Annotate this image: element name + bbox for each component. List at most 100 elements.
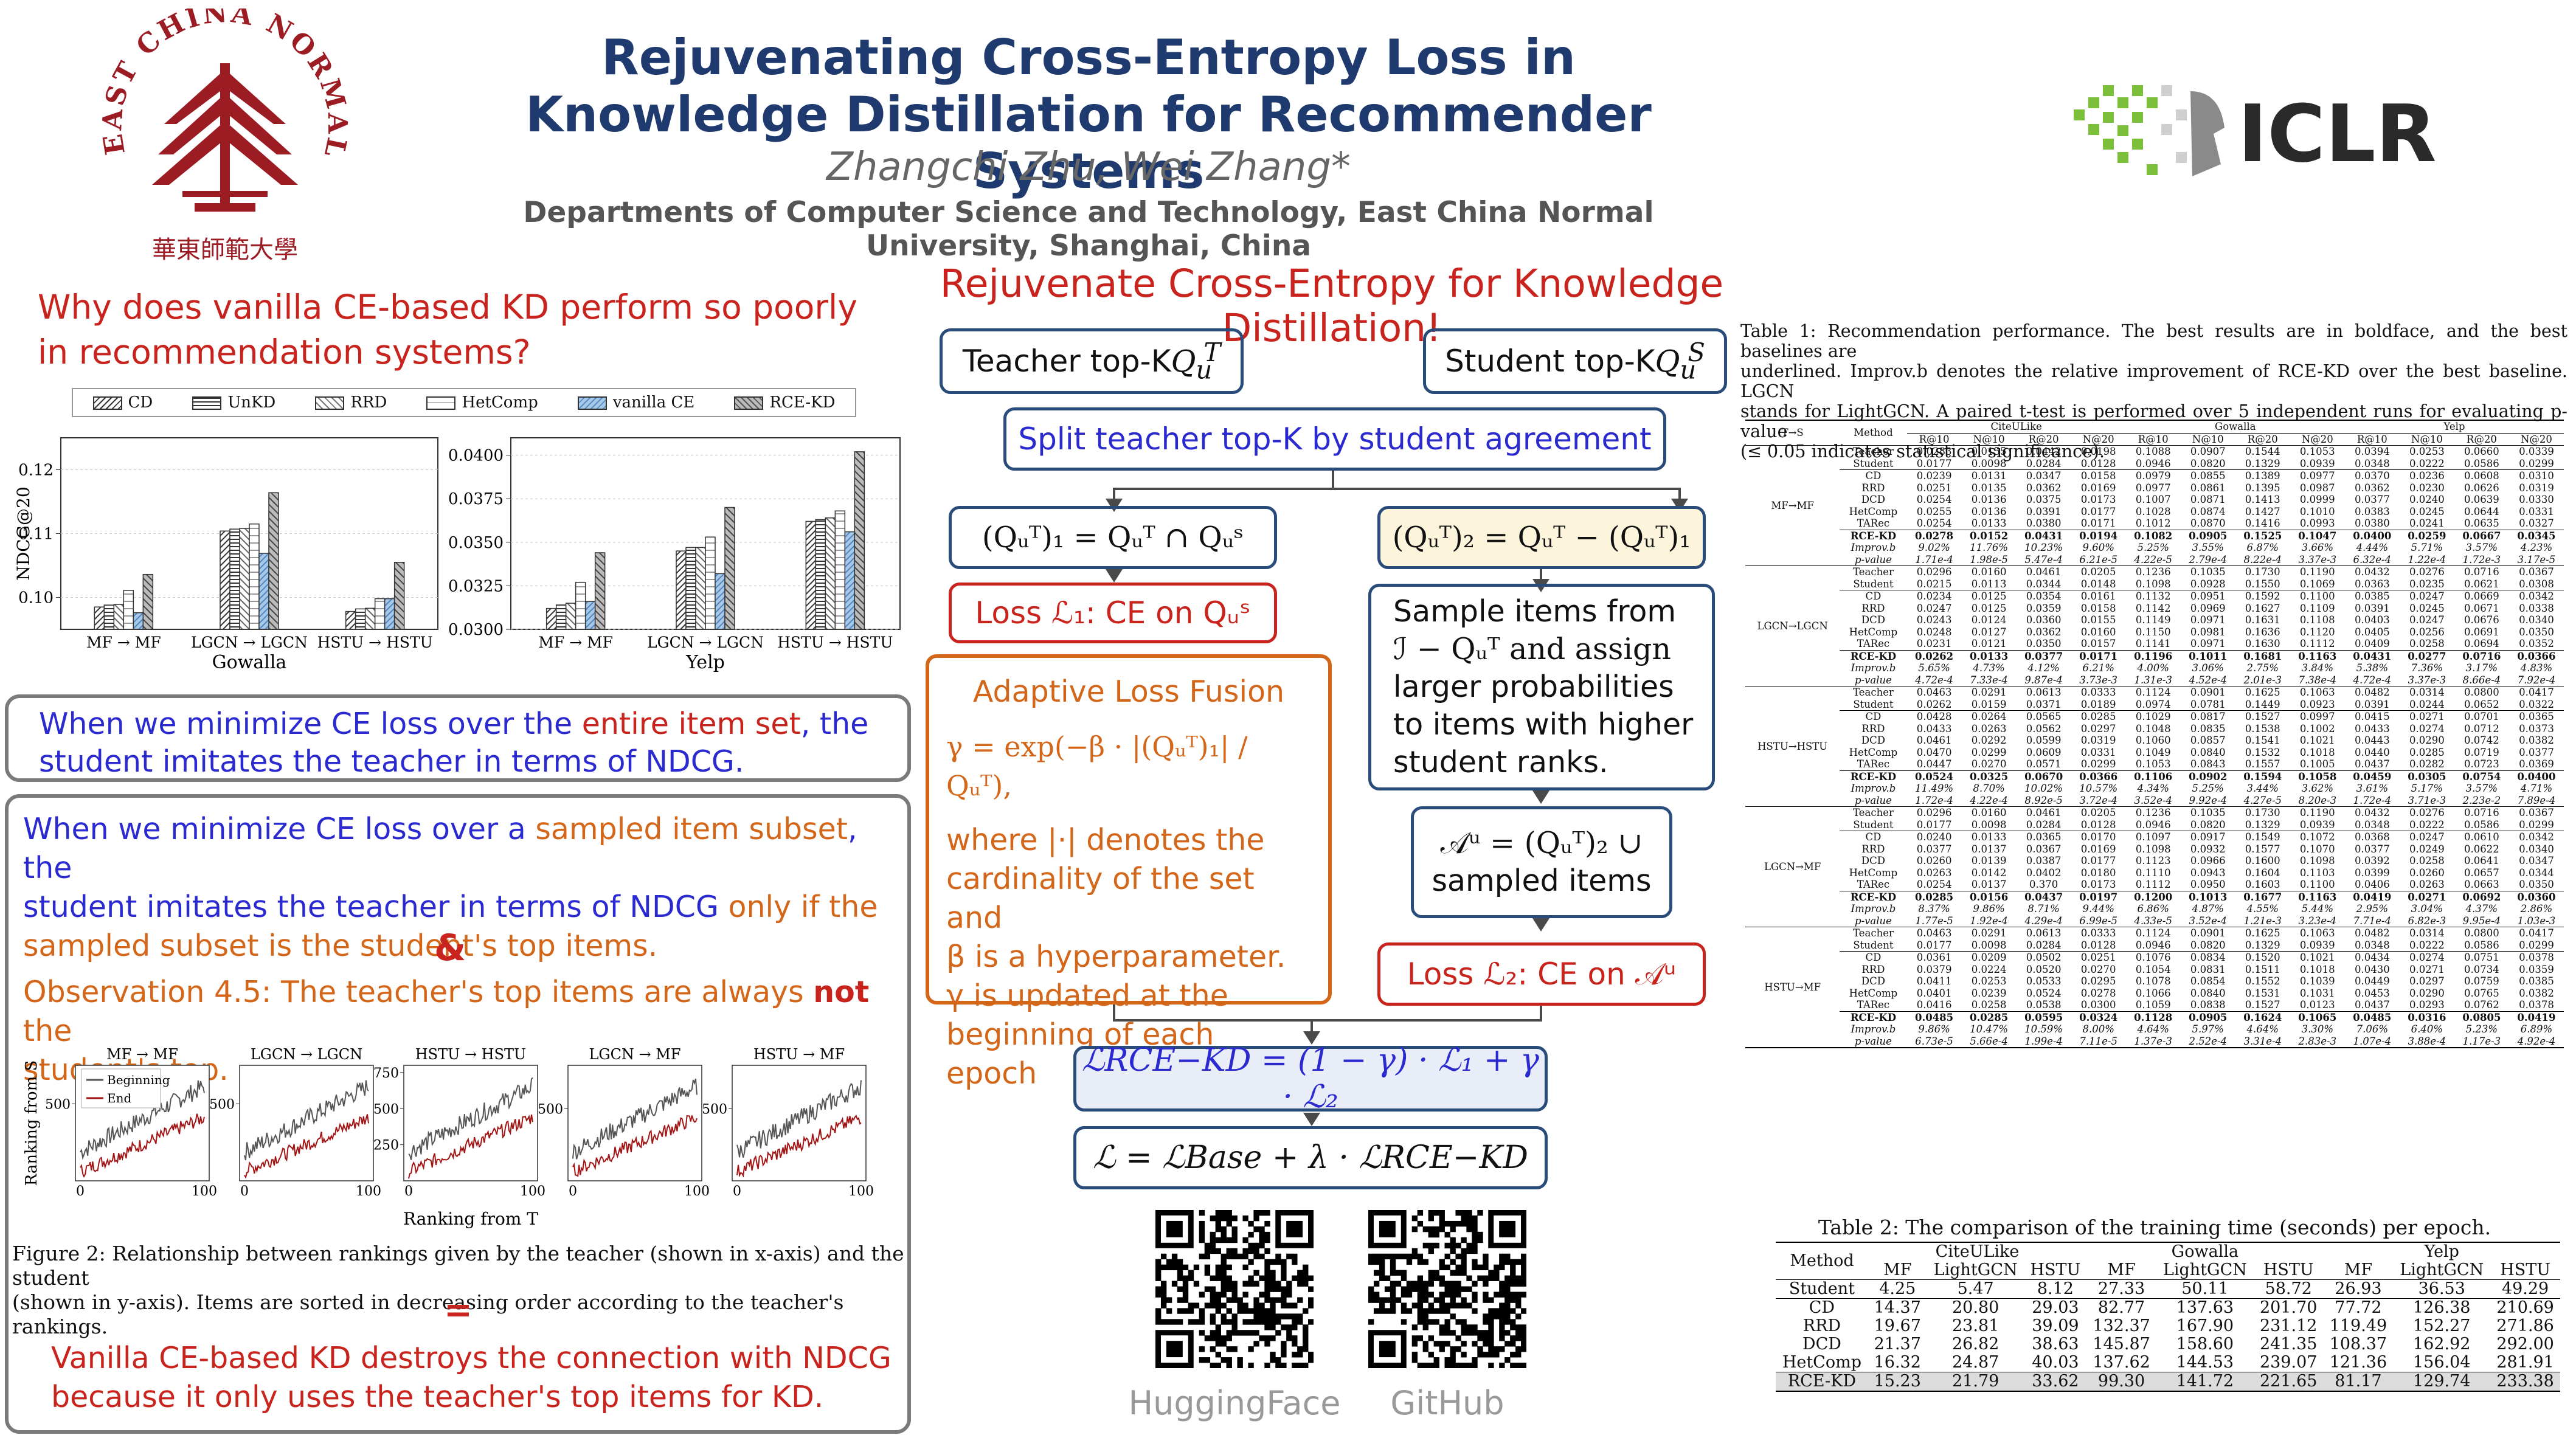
table-row: DCD 0.0461 0.0292 0.0599 0.0319 0.1060 0.0857 0… [1861,735,2554,746]
ampersand: & [434,927,466,969]
svg-text:100: 100 [520,1184,545,1199]
ranking-plot-1: MF → MF 500 0 100 Beginning End [45,1048,217,1199]
table-1: T→S Method CiteULike Gowalla Yelp R@10 N@10 R@2… [1745,420,2564,1048]
plot-title: HSTU → MF [753,1048,845,1063]
table-row: HetComp 0.0248 0.0127 0.0362 0.0160 0.1150 0.0… [1849,626,2554,638]
table-row: RCE-KD 0.0485 0.0285 0.0595 0.0324 0.1128 0.09… [1850,1011,2556,1023]
bar-cd [676,550,687,630]
table-row: RRD 0.0379 0.0224 0.0520 0.0270 0.1054 0.0831 0… [1861,963,2554,975]
table-row: TARec 0.0254 0.0137 0.370 0.0173 0.1112 0.0950… [1745,879,2564,891]
question-heading: Why does vanilla CE-based KD perform so … [38,288,857,372]
y-tick-label: 0.10 [18,589,54,607]
table-row: p-value 1.71e-4 1.98e-5 5.47e-4 6.21e-5 4.22e… [1745,554,2564,566]
y-tick-label: 0.0400 [448,447,504,465]
table-row: CD 0.0234 0.0125 0.0354 0.0161 0.1132 0.0951 0.… [1865,590,2554,602]
ranking-plot-4: LGCN → MF 500 0 100 [538,1048,710,1199]
legend-rrd: RRD [315,393,387,412]
table-2-caption: Table 2: The comparison of the training … [1818,1215,2491,1239]
bar-hetcomp [575,581,586,630]
x-axis-label: Ranking from T [403,1209,538,1229]
table-row: DCD 0.0243 0.0124 0.0360 0.0155 0.1149 0.0971 0… [1861,614,2554,626]
bar-cd [345,610,356,630]
y-tick-label: 0.12 [18,462,54,480]
bar-chart-yelp: 0.0300 0.0325 0.0350 0.0375 0.0400 MF → MF LGC… [448,437,901,673]
y-tick-label: 0.0375 [448,490,504,508]
bar-vanilla-ce [584,601,596,630]
table-row: DCD 0.0260 0.0139 0.0387 0.0177 0.1123 0.0966 0… [1861,855,2554,866]
beginning-line [736,1080,862,1158]
bar-unkd [815,519,826,630]
bar-unkd [229,528,240,630]
table-row: RCE-KD 0.0278 0.0152 0.0431 0.0194 0.1082 0.09… [1850,530,2556,542]
table-row: HetComp 0.0470 0.0299 0.0609 0.0331 0.1049 0.0… [1849,746,2554,758]
method-heading: Rejuvenate Cross-Entropy for Knowledge D… [940,261,1724,350]
table-row: Improv.b 8.37% 9.86% 8.71% 9.44% 6.86% 4.87% 4.… [1851,903,2553,915]
table-2-grid: Method CiteULike Gowalla Yelp MF LightGCN HSTU… [1776,1242,2560,1392]
bar-vanilla-ce [133,612,144,630]
table-row: HetComp 16.32 24.87 40.03 137.62 144.53 239.07… [1782,1353,2554,1372]
table-row: Student 0.0215 0.0113 0.0344 0.0148 0.1098 0.0… [1745,578,2564,590]
table-row: TARec 0.0254 0.0133 0.0380 0.0171 0.1012 0.087… [1745,517,2564,530]
q1-box: (Qᵤᵀ)₁ = Qᵤᵀ ∩ Qᵤˢ [949,506,1277,569]
table-row: CD 0.0428 0.0264 0.0565 0.0285 0.1029 0.0817 0.… [1865,711,2554,722]
iclr-logo-icon: ICLR [2074,85,2437,180]
ranking-plot-2: LGCN → LGCN 500 0 100 [209,1048,381,1199]
x-category-label: MF → MF [86,634,161,651]
svg-text:華東師範大學: 華東師範大學 [152,236,298,264]
student-topk-symbol: QuS [1655,337,1705,385]
bar-hetcomp [374,598,386,630]
y-tick-label: 0.0350 [448,534,504,552]
bar-rce-kd [268,492,279,630]
bar-hetcomp [249,524,260,630]
svg-text:ICLR: ICLR [2238,88,2437,180]
figure-2-caption: Figure 2: Relationship between rankings … [12,1242,904,1338]
svg-text:100: 100 [192,1184,217,1199]
table-row: LGCN→LGCN Teacher 0.0296 0.0160 0.0461 0.0205… [1745,565,2564,686]
ecnu-logo-icon: EAST CHINA NORMAL UNIVERSITY 華東師範大學 [72,0,350,264]
poster-title: Rejuvenating Cross-Entropy Loss in Knowl… [525,29,1652,200]
table-row: RRD 19.67 23.81 39.09 132.37 167.90 231.12 119.… [1802,1316,2554,1335]
plot-title: LGCN → LGCN [251,1048,362,1063]
svg-text:100: 100 [848,1184,874,1199]
bar-chart-gowalla: 0.10 0.11 0.12 MF → MF LGCN → LGCN HSTU → HST… [13,437,438,673]
table-row: HSTU→HSTU Teacher 0.0463 0.0291 0.0613 0.0333… [1745,686,2564,807]
huggingface-qr-code[interactable] [1155,1210,1314,1368]
svg-text:750: 750 [373,1066,399,1081]
table-row: DCD 0.0254 0.0136 0.0375 0.0173 0.1007 0.0871 0… [1861,494,2554,505]
svg-text:500: 500 [373,1102,399,1117]
table-row: p-value 1.72e-4 4.22e-4 8.92e-5 3.72e-4 3.52e… [1745,795,2564,807]
end-line [244,1114,369,1179]
bar-rrd [825,517,836,630]
adaptive-loss-box: Adaptive Loss Fusion γ = exp(−β · |(Qᵤᵀ)… [926,654,1332,1091]
github-link[interactable]: GitHub [1390,1384,1504,1422]
rce-kd-loss-box: ℒRCE−KD = (1 − γ) · ℒ₁ + γ · ℒ₂ [1073,1042,1548,1115]
legend-hetcomp: HetComp [426,393,538,412]
end-line [408,1114,533,1179]
bar-unkd [555,604,567,630]
y-tick-label: 0.11 [18,525,54,544]
finding-box-1: When we minimize CE loss over the entire… [5,694,911,782]
legend-rce-kd: RCE-KD [734,393,835,412]
y-tick-label: 0.0300 [448,621,504,639]
svg-text:0: 0 [733,1184,741,1199]
legend-vanilla-ce: vanilla CE [577,393,694,412]
bar-hetcomp [123,590,134,630]
plot-title: LGCN → MF [589,1048,680,1063]
svg-text:500: 500 [45,1097,71,1112]
bar-hetcomp [705,536,716,630]
table-row: RRD 0.0247 0.0125 0.0359 0.0158 0.1142 0.0969 0… [1861,602,2554,614]
bar-rrd [695,547,706,630]
svg-text:100: 100 [684,1184,710,1199]
table-row: Improv.b 9.86% 10.47% 10.59% 8.00% 4.64% 5.97%… [1851,1023,2553,1035]
table-row: LGCN→MF Teacher 0.0296 0.0160 0.0461 0.0205 0.… [1745,806,2564,927]
svg-text:500: 500 [209,1097,235,1112]
beginning-line [80,1080,205,1160]
table-row: RCE-KD 0.0524 0.0325 0.0670 0.0366 0.1106 0.09… [1850,770,2556,783]
bar-unkd [103,604,115,630]
bar-rce-kd [142,573,154,630]
huggingface-link[interactable]: HuggingFace [1128,1384,1341,1422]
github-qr-code[interactable] [1368,1210,1526,1368]
svg-text:End: End [107,1091,131,1105]
svg-text:0: 0 [404,1184,413,1199]
ranking-figures: MF → MF 500 0 100 Beginning End LGCN → LGCN 500… [23,1048,874,1229]
